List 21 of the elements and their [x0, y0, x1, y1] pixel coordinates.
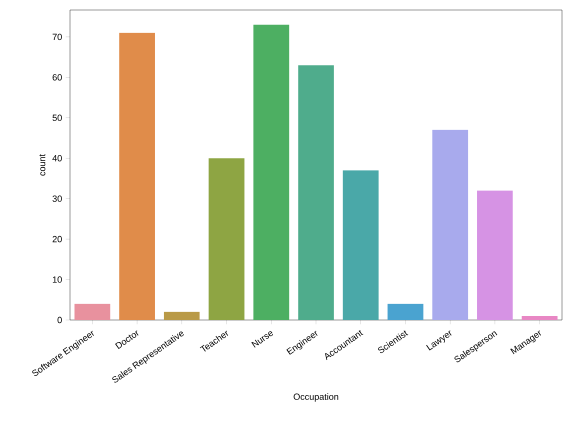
y-tick-label: 70	[52, 34, 62, 40]
y-tick-label: 20	[52, 236, 62, 242]
bar	[432, 130, 468, 320]
bar	[522, 316, 558, 320]
bar	[119, 32, 155, 320]
bar	[253, 24, 290, 320]
bar	[342, 170, 379, 320]
y-tick-label: 0	[58, 316, 62, 324]
bar	[477, 190, 513, 320]
y-tick-label: 10	[52, 276, 62, 283]
bar	[298, 65, 334, 320]
y-tick-label: 40	[52, 155, 62, 162]
bar	[208, 158, 244, 320]
y-tick-label: 30	[52, 195, 62, 202]
bar	[388, 304, 424, 320]
bar	[164, 312, 200, 320]
y-tick-label: 60	[52, 74, 62, 81]
bar	[74, 304, 110, 320]
y-tick-label: 50	[52, 114, 62, 121]
y-axis-title: count	[39, 154, 46, 176]
x-axis-title: Occupation	[294, 393, 338, 402]
